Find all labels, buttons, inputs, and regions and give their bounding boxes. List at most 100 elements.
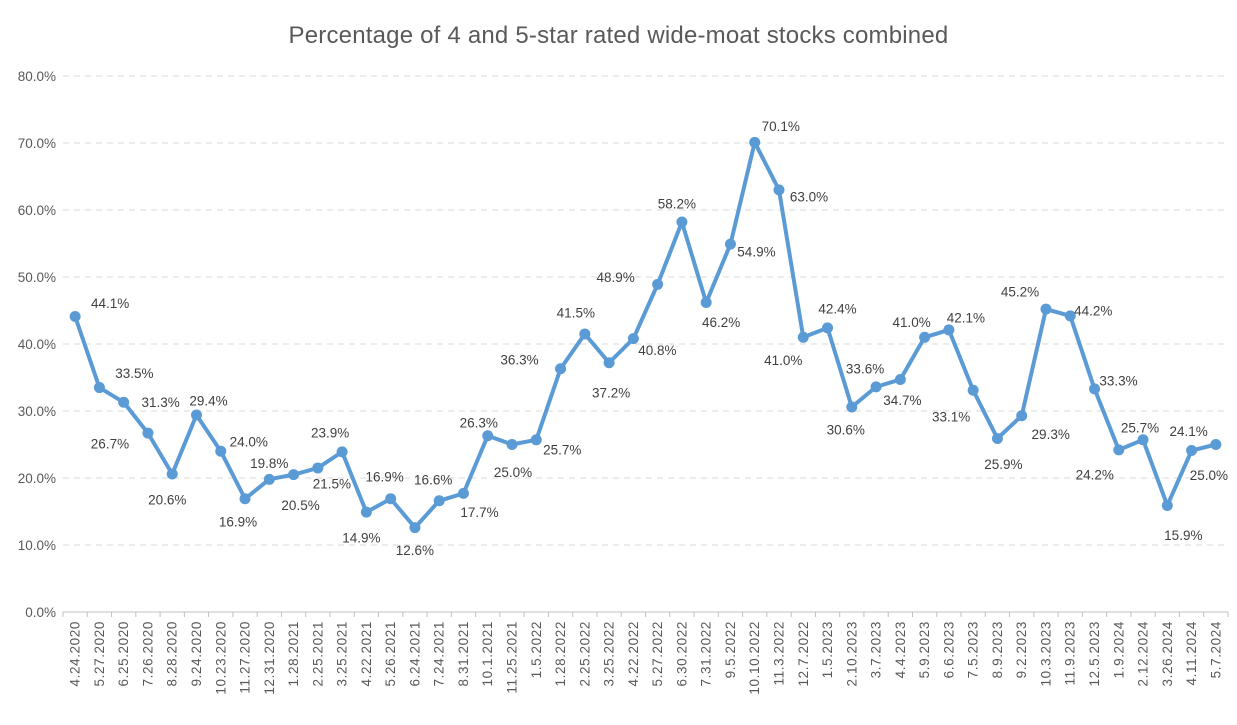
- data-point-label: 70.1%: [762, 119, 800, 134]
- data-point-marker: [142, 427, 154, 439]
- data-point-marker: [991, 432, 1003, 444]
- data-point-marker: [263, 473, 275, 485]
- x-tick-label: 5.27.2022: [650, 621, 665, 686]
- data-point-label: 12.6%: [396, 543, 434, 558]
- data-point-marker: [1210, 439, 1222, 450]
- data-point-label: 45.2%: [1001, 285, 1039, 300]
- x-tick-label: 1.5.2023: [820, 621, 835, 678]
- x-tick-label: 1.28.2021: [286, 621, 301, 686]
- data-point-label: 42.4%: [818, 301, 856, 316]
- data-point-marker: [822, 322, 834, 334]
- data-point-marker: [336, 446, 348, 458]
- data-point-marker: [288, 469, 300, 481]
- data-point-marker: [118, 396, 130, 408]
- x-tick-label: 11.27.2020: [238, 621, 253, 694]
- data-point-label: 31.3%: [142, 395, 180, 410]
- data-point-marker: [1064, 310, 1076, 322]
- data-point-label: 25.0%: [494, 465, 532, 480]
- data-point-marker: [1113, 444, 1125, 456]
- data-point-label: 36.3%: [500, 352, 538, 367]
- data-point-label: 15.9%: [1164, 528, 1202, 543]
- data-point-label: 14.9%: [342, 531, 380, 546]
- data-point-label: 58.2%: [658, 197, 696, 212]
- x-tick-label: 1.5.2022: [529, 621, 544, 678]
- data-point-label: 41.0%: [892, 315, 930, 330]
- data-point-marker: [1089, 383, 1101, 395]
- data-point-label: 16.9%: [366, 469, 404, 484]
- data-point-marker: [1016, 410, 1028, 422]
- data-point-label: 25.9%: [984, 457, 1022, 472]
- data-point-marker: [627, 333, 639, 345]
- x-tick-label: 4.22.2021: [359, 621, 374, 686]
- data-point-marker: [749, 136, 761, 148]
- data-point-marker: [457, 487, 469, 499]
- data-point-marker: [190, 409, 202, 421]
- data-point-marker: [482, 430, 494, 442]
- data-point-marker: [652, 278, 664, 290]
- y-tick-label: 80.0%: [18, 69, 56, 84]
- data-point-marker: [797, 331, 809, 343]
- data-point-marker: [215, 445, 227, 457]
- data-point-label: 25.0%: [1190, 468, 1228, 483]
- y-tick-label: 60.0%: [18, 203, 56, 218]
- x-tick-label: 5.9.2023: [917, 621, 932, 678]
- x-tick-label: 5.7.2024: [1208, 621, 1223, 678]
- data-point-marker: [1137, 434, 1149, 446]
- x-tick-label: 5.26.2021: [383, 621, 398, 686]
- y-tick-label: 10.0%: [18, 538, 56, 553]
- data-point-label: 20.6%: [148, 492, 186, 507]
- x-tick-label: 7.26.2020: [140, 621, 155, 686]
- x-tick-label: 1.9.2024: [1111, 621, 1126, 678]
- data-point-label: 33.1%: [932, 410, 970, 425]
- y-tick-label: 70.0%: [18, 136, 56, 151]
- y-tick-label: 30.0%: [18, 404, 56, 419]
- data-point-marker: [700, 296, 712, 308]
- data-point-label: 37.2%: [592, 385, 630, 400]
- data-point-label: 21.5%: [313, 476, 351, 491]
- x-tick-label: 11.3.2022: [771, 621, 786, 685]
- x-tick-label: 6.24.2021: [407, 621, 422, 686]
- data-point-label: 42.1%: [947, 310, 985, 325]
- data-point-marker: [555, 363, 567, 375]
- data-point-label: 54.9%: [737, 245, 775, 260]
- data-point-label: 19.8%: [250, 456, 288, 471]
- x-tick-label: 6.30.2022: [674, 621, 689, 686]
- x-tick-label: 10.10.2022: [747, 621, 762, 695]
- data-point-label: 44.2%: [1074, 303, 1112, 318]
- x-tick-label: 3.26.2024: [1160, 621, 1175, 686]
- data-point-marker: [773, 184, 785, 196]
- data-point-marker: [603, 357, 615, 369]
- data-point-label: 46.2%: [702, 315, 740, 330]
- y-tick-label: 50.0%: [18, 270, 56, 285]
- data-point-label: 34.7%: [883, 393, 921, 408]
- y-tick-label: 40.0%: [18, 337, 56, 352]
- data-point-marker: [433, 495, 445, 507]
- data-point-marker: [166, 468, 178, 480]
- data-point-marker: [676, 216, 688, 228]
- x-tick-label: 8.9.2023: [990, 621, 1005, 678]
- data-point-label: 44.1%: [91, 296, 129, 311]
- x-tick-label: 12.7.2022: [796, 621, 811, 686]
- data-point-marker: [967, 384, 979, 396]
- x-tick-label: 9.5.2022: [723, 621, 738, 678]
- x-tick-label: 7.31.2022: [699, 621, 714, 686]
- data-point-marker: [506, 439, 518, 450]
- data-point-marker: [894, 374, 906, 386]
- x-tick-label: 1.28.2022: [553, 621, 568, 686]
- data-point-marker: [1186, 445, 1198, 457]
- x-tick-label: 9.2.2023: [1014, 621, 1029, 678]
- data-point-marker: [1161, 499, 1173, 511]
- chart-title: Percentage of 4 and 5-star rated wide-mo…: [288, 22, 949, 49]
- x-tick-label: 10.1.2021: [480, 621, 495, 686]
- x-tick-label: 12.5.2023: [1087, 621, 1102, 686]
- data-point-marker: [724, 238, 736, 250]
- data-point-marker: [93, 382, 105, 394]
- data-point-label: 63.0%: [790, 189, 828, 204]
- data-point-label: 16.9%: [219, 514, 257, 529]
- series-line: [73, 140, 1218, 530]
- data-point-label: 26.3%: [460, 415, 498, 430]
- data-point-label: 16.6%: [414, 472, 452, 487]
- data-point-marker: [69, 311, 81, 323]
- data-point-label: 24.0%: [230, 435, 268, 450]
